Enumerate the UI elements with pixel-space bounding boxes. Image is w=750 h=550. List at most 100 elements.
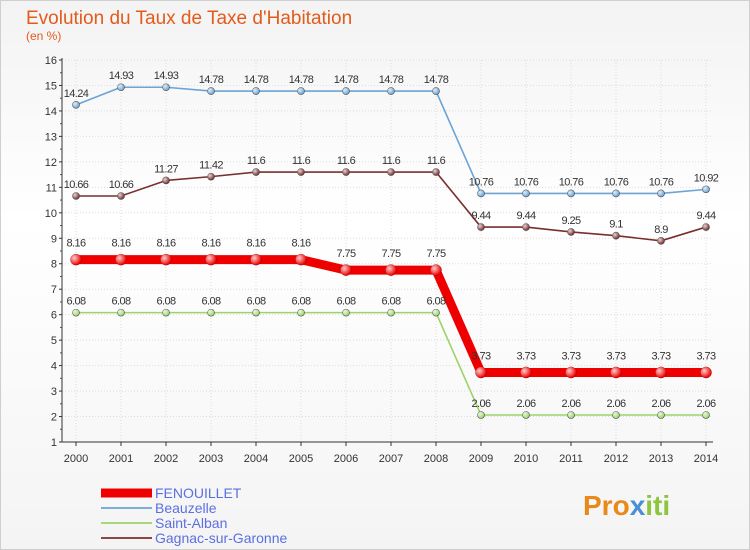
svg-text:Proxiti: Proxiti <box>583 490 670 521</box>
data-label: 14.93 <box>154 70 179 82</box>
data-label: 8.16 <box>156 238 175 250</box>
data-label: 6.08 <box>246 296 265 308</box>
data-label: 2.06 <box>696 398 715 410</box>
y-tick-label: 13 <box>45 131 57 143</box>
data-label: 6.08 <box>201 296 220 308</box>
chart-subtitle: (en %) <box>26 29 61 43</box>
legend-label: FENOUILLET <box>155 485 242 501</box>
data-point-highlight <box>297 168 305 176</box>
x-tick-label: 2010 <box>514 453 538 465</box>
x-tick-label: 2008 <box>424 453 448 465</box>
legend-label: Saint-Alban <box>155 515 227 531</box>
x-tick-label: 2012 <box>604 453 628 465</box>
x-tick-label: 2000 <box>64 453 88 465</box>
data-point-highlight <box>115 254 127 266</box>
data-point-highlight <box>432 309 440 317</box>
data-label: 6.08 <box>336 296 355 308</box>
data-label: 11.27 <box>154 163 178 175</box>
data-point-highlight <box>477 411 485 419</box>
data-label: 9.25 <box>561 215 580 227</box>
data-label: 11.6 <box>247 155 266 167</box>
x-tick-label: 2009 <box>469 453 493 465</box>
brand-part-2: x <box>630 490 646 521</box>
data-point-highlight <box>520 366 532 378</box>
data-point-highlight <box>477 189 485 197</box>
data-label: 2.06 <box>651 398 670 410</box>
data-point-highlight <box>612 189 620 197</box>
data-label: 6.08 <box>156 296 175 308</box>
data-point-highlight <box>612 232 620 240</box>
data-label: 11.6 <box>427 155 446 167</box>
data-point-highlight <box>342 309 350 317</box>
data-point-highlight <box>385 264 397 276</box>
data-label: 3.73 <box>516 350 535 362</box>
y-tick-label: 9 <box>51 233 57 245</box>
data-label: 3.73 <box>606 350 625 362</box>
y-tick-label: 5 <box>51 335 57 347</box>
series-gagnac-sur-garonne <box>72 168 710 245</box>
data-label: 6.08 <box>111 296 130 308</box>
y-tick-label: 16 <box>45 55 57 67</box>
y-tick-label: 3 <box>51 386 57 398</box>
data-label: 2.06 <box>471 398 490 410</box>
y-tick-label: 8 <box>51 259 57 271</box>
data-label: 10.66 <box>64 179 89 191</box>
data-point-highlight <box>117 83 125 91</box>
data-label: 8.16 <box>201 238 220 250</box>
data-label: 7.75 <box>336 248 355 260</box>
series-beauzelle <box>72 83 710 198</box>
data-point-highlight <box>297 87 305 95</box>
y-tick-label: 1 <box>51 437 57 449</box>
data-label: 10.76 <box>649 176 674 188</box>
data-point-highlight <box>252 309 260 317</box>
x-tick-label: 2007 <box>379 453 403 465</box>
chart-title: Evolution du Taux de Taxe d'Habitation <box>26 8 352 29</box>
data-label: 2.06 <box>561 398 580 410</box>
data-label: 10.76 <box>469 176 494 188</box>
data-labels: 14.24 14.93 14.93 14.78 14.78 14.78 14.78 14.78… <box>64 70 720 410</box>
data-point-highlight <box>565 366 577 378</box>
data-point-highlight <box>475 366 487 378</box>
y-tick-label: 14 <box>45 106 57 118</box>
data-point-highlight <box>702 223 710 231</box>
legend-item: FENOUILLET <box>101 485 242 501</box>
data-label: 9.44 <box>516 210 535 222</box>
data-point-highlight <box>430 264 442 276</box>
data-label: 8.16 <box>291 238 310 250</box>
data-label: 9.44 <box>471 210 490 222</box>
data-label: 11.6 <box>292 155 311 167</box>
data-point-highlight <box>612 411 620 419</box>
data-point-highlight <box>252 87 260 95</box>
data-label: 10.76 <box>514 176 539 188</box>
data-point-highlight <box>567 411 575 419</box>
x-tick-label: 2014 <box>694 453 718 465</box>
series-fenouillet <box>70 253 712 379</box>
y-tick-label: 11 <box>46 182 57 194</box>
x-tick-label: 2002 <box>154 453 178 465</box>
legend: FENOUILLETBeauzelleSaint-AlbanGagnac-sur… <box>101 485 288 546</box>
data-label: 10.76 <box>559 176 584 188</box>
data-point-highlight <box>162 309 170 317</box>
data-label: 7.75 <box>426 248 445 260</box>
data-label: 11.6 <box>337 155 356 167</box>
x-tick-label: 2006 <box>334 453 358 465</box>
data-point-highlight <box>162 83 170 91</box>
data-label: 3.73 <box>471 350 490 362</box>
data-label: 10.76 <box>604 176 629 188</box>
data-label: 2.06 <box>516 398 535 410</box>
legend-item: Beauzelle <box>101 500 217 516</box>
data-point-highlight <box>700 366 712 378</box>
data-label: 8.16 <box>246 238 265 250</box>
data-point-highlight <box>72 101 80 109</box>
data-point-highlight <box>205 254 217 266</box>
data-point-highlight <box>522 223 530 231</box>
y-tick-label: 7 <box>51 284 57 296</box>
data-point-highlight <box>342 87 350 95</box>
data-label: 3.73 <box>696 350 715 362</box>
brand-part-1: Pro <box>583 490 630 521</box>
data-point-highlight <box>117 309 125 317</box>
data-label: 6.08 <box>381 296 400 308</box>
x-tick-label: 2011 <box>559 453 583 465</box>
data-label: 14.78 <box>334 74 359 86</box>
series-saint-alban <box>72 308 710 419</box>
